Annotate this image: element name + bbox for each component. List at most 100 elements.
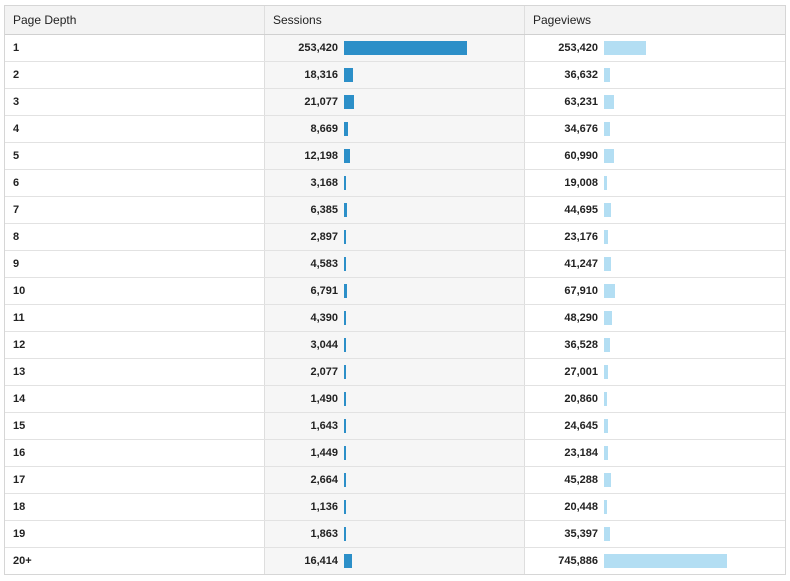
pageviews-bar	[604, 149, 614, 163]
table-row: 14 1,490 20,860	[5, 386, 785, 413]
table-row: 17 2,664 45,288	[5, 467, 785, 494]
pageviews-value: 20,448	[564, 501, 598, 513]
pageviews-bar	[604, 311, 612, 325]
pageviews-cell: 23,184	[525, 440, 785, 466]
sessions-bar	[344, 41, 467, 55]
pageviews-cell: 36,632	[525, 62, 785, 88]
pageviews-cell: 23,176	[525, 224, 785, 250]
sessions-value: 1,643	[310, 420, 338, 432]
pageviews-value: 44,695	[564, 204, 598, 216]
table-row: 11 4,390 48,290	[5, 305, 785, 332]
sessions-value: 1,136	[310, 501, 338, 513]
sessions-cell: 8,669	[265, 116, 525, 142]
page-depth-cell: 9	[5, 251, 265, 277]
sessions-value: 253,420	[298, 42, 338, 54]
table-row: 18 1,136 20,448	[5, 494, 785, 521]
page-depth-cell: 5	[5, 143, 265, 169]
page-depth-cell: 14	[5, 386, 265, 412]
sessions-value: 2,897	[310, 231, 338, 243]
sessions-value: 21,077	[304, 96, 338, 108]
pageviews-cell: 35,397	[525, 521, 785, 547]
pageviews-value: 36,632	[564, 69, 598, 81]
pageviews-value: 23,176	[564, 231, 598, 243]
sessions-bar	[344, 284, 347, 298]
pageviews-value: 20,860	[564, 393, 598, 405]
pageviews-bar	[604, 500, 607, 514]
sessions-bar	[344, 95, 354, 109]
sessions-bar	[344, 122, 348, 136]
table-row: 15 1,643 24,645	[5, 413, 785, 440]
page-depth-cell: 19	[5, 521, 265, 547]
pageviews-cell: 45,288	[525, 467, 785, 493]
pageviews-bar	[604, 419, 608, 433]
sessions-value: 1,863	[310, 528, 338, 540]
sessions-cell: 1,136	[265, 494, 525, 520]
sessions-cell: 1,863	[265, 521, 525, 547]
sessions-bar	[344, 500, 346, 514]
pageviews-value: 24,645	[564, 420, 598, 432]
pageviews-value: 63,231	[564, 96, 598, 108]
pageviews-cell: 63,231	[525, 89, 785, 115]
pageviews-bar	[604, 203, 611, 217]
sessions-cell: 1,490	[265, 386, 525, 412]
page-depth-cell: 16	[5, 440, 265, 466]
table-row: 5 12,198 60,990	[5, 143, 785, 170]
sessions-value: 4,583	[310, 258, 338, 270]
header-pageviews[interactable]: Pageviews	[533, 13, 592, 27]
sessions-bar	[344, 311, 346, 325]
pageviews-bar	[604, 473, 611, 487]
table-row: 10 6,791 67,910	[5, 278, 785, 305]
sessions-bar	[344, 554, 352, 568]
sessions-cell: 2,897	[265, 224, 525, 250]
pageviews-bar	[604, 284, 615, 298]
pageviews-value: 45,288	[564, 474, 598, 486]
pageviews-cell: 60,990	[525, 143, 785, 169]
sessions-bar	[344, 68, 353, 82]
page-depth-cell: 10	[5, 278, 265, 304]
pageviews-bar	[604, 230, 608, 244]
sessions-value: 1,449	[310, 447, 338, 459]
pageviews-cell: 67,910	[525, 278, 785, 304]
pageviews-bar	[604, 176, 607, 190]
table-row: 13 2,077 27,001	[5, 359, 785, 386]
sessions-value: 16,414	[304, 555, 338, 567]
pageviews-bar	[604, 365, 608, 379]
pageviews-value: 27,001	[564, 366, 598, 378]
sessions-cell: 3,168	[265, 170, 525, 196]
pageviews-cell: 20,448	[525, 494, 785, 520]
pageviews-bar	[604, 527, 610, 541]
header-sessions[interactable]: Sessions	[265, 6, 525, 34]
pageviews-bar	[604, 392, 607, 406]
sessions-value: 2,664	[310, 474, 338, 486]
page-depth-cell: 15	[5, 413, 265, 439]
sessions-bar	[344, 203, 347, 217]
table-row: 4 8,669 34,676	[5, 116, 785, 143]
sessions-value: 3,044	[310, 339, 338, 351]
pageviews-cell: 745,886	[525, 548, 785, 574]
page-depth-cell: 11	[5, 305, 265, 331]
sessions-cell: 18,316	[265, 62, 525, 88]
pageviews-cell: 24,645	[525, 413, 785, 439]
pageviews-value: 23,184	[564, 447, 598, 459]
sessions-bar	[344, 230, 346, 244]
header-page-depth[interactable]: Page Depth	[5, 6, 265, 34]
pageviews-bar	[604, 122, 610, 136]
sessions-bar	[344, 176, 346, 190]
sessions-bar	[344, 419, 346, 433]
sessions-cell: 2,077	[265, 359, 525, 385]
pageviews-bar	[604, 95, 614, 109]
sessions-bar	[344, 365, 346, 379]
pageviews-cell: 44,695	[525, 197, 785, 223]
sessions-cell: 16,414	[265, 548, 525, 574]
sessions-cell: 2,664	[265, 467, 525, 493]
sessions-value: 12,198	[304, 150, 338, 162]
sessions-bar	[344, 527, 346, 541]
pageviews-value: 48,290	[564, 312, 598, 324]
pageviews-cell: 20,860	[525, 386, 785, 412]
page-depth-cell: 6	[5, 170, 265, 196]
pageviews-bar	[604, 257, 611, 271]
sessions-bar	[344, 392, 346, 406]
sessions-cell: 12,198	[265, 143, 525, 169]
pageviews-value: 36,528	[564, 339, 598, 351]
pageviews-bar	[604, 41, 646, 55]
